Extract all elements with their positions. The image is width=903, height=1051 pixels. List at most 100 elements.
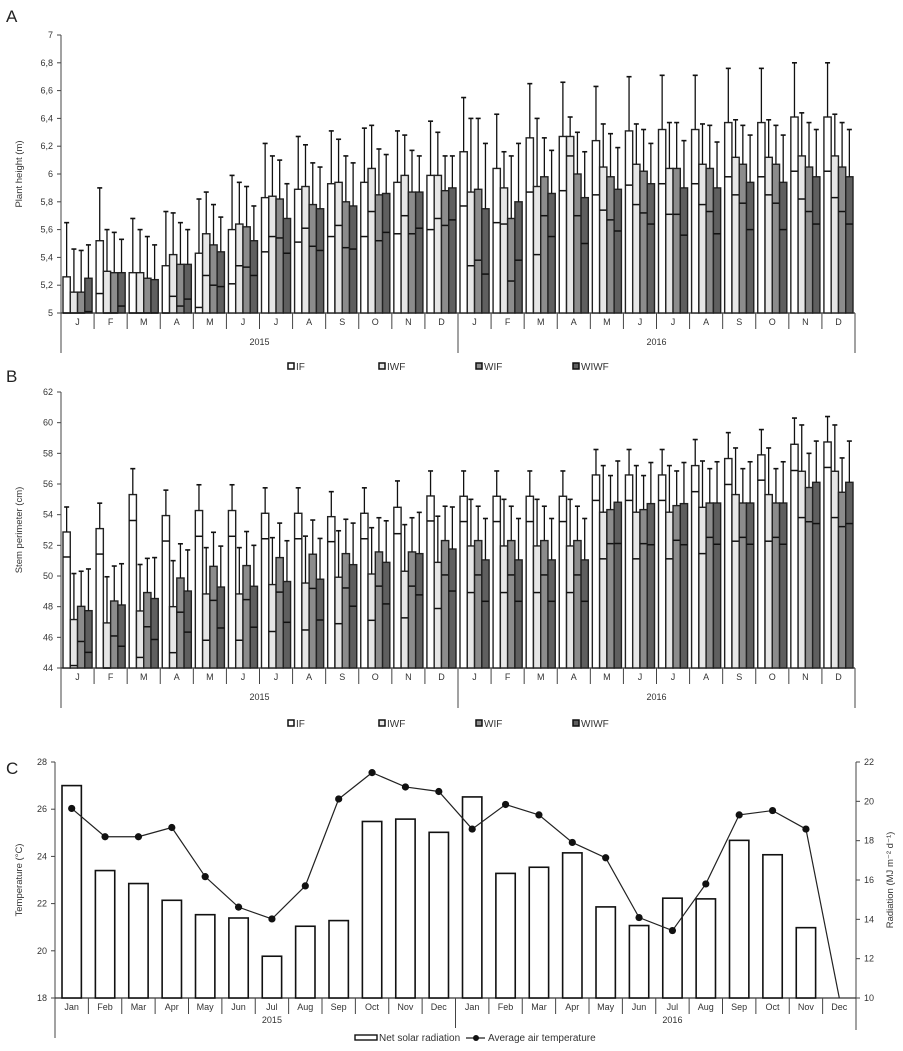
bar-wiwf <box>613 501 623 669</box>
bar-net-solar-radiation <box>528 866 550 999</box>
bar-iwf <box>334 181 343 314</box>
panel-c: C 18 20 22 24 26 28 Temperature (°C) 10 12 14 16 18 2… <box>6 757 896 1044</box>
y-tick-label: 52 <box>43 540 53 550</box>
x-tick-label: N <box>802 317 809 327</box>
bar-wiwf <box>348 205 358 314</box>
bar-wif <box>473 188 483 314</box>
bar-wif <box>308 553 318 669</box>
bar-wiwf <box>117 271 126 314</box>
x-tick-label: F <box>505 317 511 327</box>
bar-if <box>128 271 138 314</box>
bar-wiwf <box>414 552 424 669</box>
x-tick-label: F <box>505 672 511 682</box>
bar-wif <box>705 167 715 314</box>
y-tick-label: 60 <box>43 418 53 428</box>
x-tick-label: Mar <box>531 1002 547 1012</box>
x-tick-label: M <box>140 672 148 682</box>
x-tick-label: A <box>703 672 709 682</box>
bar-net-solar-radiation <box>394 818 416 999</box>
bar-wiwf <box>348 563 358 669</box>
x-tick-label: D <box>438 317 445 327</box>
x-tick-label: M <box>206 317 214 327</box>
bar-iwf <box>268 583 277 669</box>
x-tick-label: Apr <box>565 1002 579 1012</box>
bar-iwf <box>69 291 79 314</box>
point-average-air-temperature <box>134 833 143 841</box>
bar-wif <box>242 226 251 314</box>
bar-if <box>62 276 71 314</box>
bar-if <box>326 183 336 314</box>
bar-wif <box>440 539 450 669</box>
year-label: 2015 <box>262 1015 282 1025</box>
bar-wiwf <box>845 176 854 314</box>
x-tick-label: O <box>372 672 379 682</box>
x-tick-label: Jul <box>266 1002 278 1012</box>
x-tick-label: J <box>638 672 643 682</box>
x-tick-label: Jan <box>64 1002 79 1012</box>
y-tick-label: 48 <box>43 602 53 612</box>
bar-wif <box>738 502 748 669</box>
x-tick-label: N <box>405 317 412 327</box>
bar-wif <box>341 552 351 669</box>
bar-if <box>690 464 700 669</box>
bar-if <box>393 506 402 669</box>
bar-iwf <box>69 618 79 669</box>
x-tick-label: M <box>206 672 214 682</box>
bar-wiwf <box>216 251 226 314</box>
y-tick-label: 6,2 <box>40 141 53 151</box>
x-tick-label: J <box>671 317 676 327</box>
point-average-air-temperature <box>168 823 176 832</box>
bar-wif <box>804 166 814 314</box>
y-axis-title: Plant height (m) <box>14 140 25 207</box>
point-average-air-temperature <box>234 903 243 911</box>
bar-iwf <box>499 187 509 314</box>
bar-iwf <box>400 174 410 314</box>
bar-iwf <box>532 545 542 669</box>
legend-swatch-wiwf <box>572 719 580 727</box>
bar-wif <box>143 591 152 669</box>
bar-net-solar-radiation <box>595 906 617 999</box>
bar-wiwf <box>315 208 325 314</box>
panel-label: C <box>6 759 18 778</box>
bar-wif <box>242 564 251 669</box>
x-tick-label: N <box>802 672 809 682</box>
bar-wif <box>540 539 549 669</box>
y-tick-label: 46 <box>43 632 53 642</box>
y-tick-label: 44 <box>43 663 53 673</box>
bar-wiwf <box>712 502 722 669</box>
bar-if <box>161 265 171 314</box>
bar-iwf <box>698 506 707 669</box>
bar-wiwf <box>381 192 391 314</box>
bar-if <box>393 181 402 314</box>
legend-swatch-wiwf <box>572 362 580 370</box>
bar-wiwf <box>547 192 556 314</box>
point-average-air-temperature <box>768 806 777 815</box>
bar-wiwf <box>679 502 689 669</box>
legend-label: Average air temperature <box>488 1033 596 1044</box>
point-average-air-temperature <box>668 926 677 935</box>
x-tick-label: Nov <box>798 1002 815 1012</box>
bar-wiwf <box>514 201 523 314</box>
x-tick-label: Jan <box>465 1002 480 1012</box>
bar-wif <box>672 504 682 669</box>
legend-swatch-iwf <box>378 719 386 727</box>
bar-if <box>790 443 799 669</box>
y-tick-label: 5,6 <box>40 225 53 235</box>
y-tick-label-left: 26 <box>37 804 47 814</box>
x-tick-label: J <box>241 317 246 327</box>
x-tick-label: A <box>571 317 577 327</box>
bar-iwf <box>830 470 840 669</box>
bar-net-solar-radiation <box>461 796 483 999</box>
bar-wiwf <box>679 187 689 314</box>
y-tick-label: 54 <box>43 510 53 520</box>
bar-wif <box>540 176 549 314</box>
bar-wiwf <box>811 176 821 314</box>
bar-wif <box>109 600 119 669</box>
year-label: 2016 <box>646 692 666 702</box>
x-tick-label: M <box>603 317 611 327</box>
bar-iwf <box>201 593 211 669</box>
point-average-air-temperature <box>301 882 309 890</box>
x-tick-label: Jun <box>632 1002 647 1012</box>
bar-net-solar-radiation <box>728 839 750 999</box>
point-average-air-temperature <box>401 783 410 791</box>
